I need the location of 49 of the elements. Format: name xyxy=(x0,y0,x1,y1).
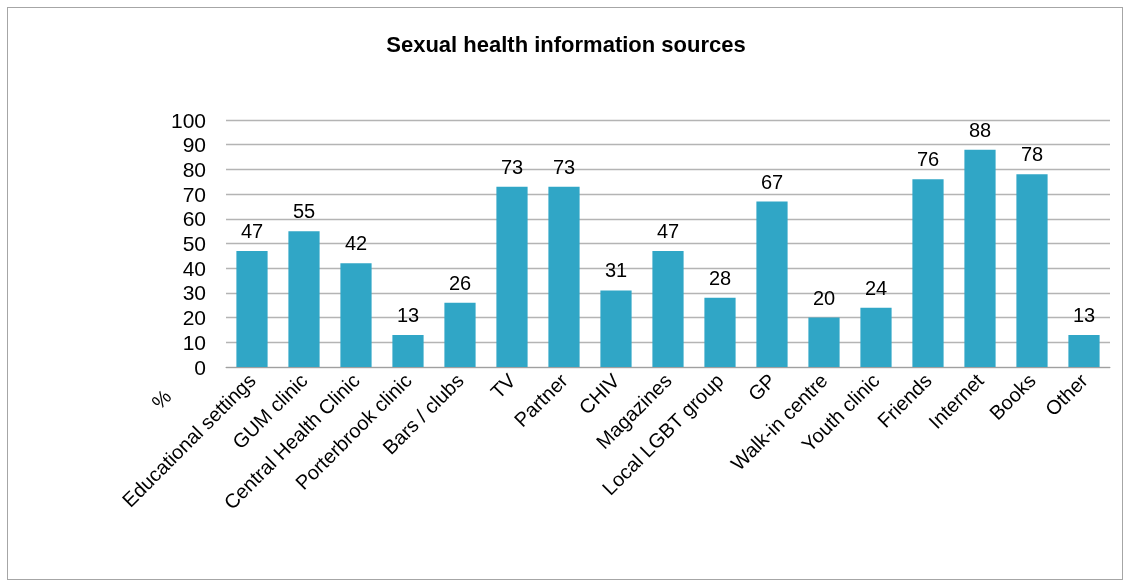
data-label: 76 xyxy=(916,148,940,171)
data-label: 47 xyxy=(656,219,680,242)
data-label: 88 xyxy=(968,118,992,141)
data-label: 47 xyxy=(240,219,264,242)
bar xyxy=(756,201,788,367)
bar xyxy=(652,250,684,367)
y-tick-label: 90 xyxy=(182,133,206,157)
bar xyxy=(444,302,476,367)
y-tick-label: 80 xyxy=(182,157,206,181)
data-label: 67 xyxy=(760,170,784,193)
y-tick-label: 10 xyxy=(182,330,206,354)
bar xyxy=(1016,174,1048,367)
data-label: 24 xyxy=(864,276,888,299)
x-tick-label: TV xyxy=(486,368,521,403)
bar xyxy=(288,231,320,367)
bar xyxy=(236,250,268,367)
bar xyxy=(600,290,632,367)
bar xyxy=(860,307,892,367)
y-tick-label: 100 xyxy=(170,108,206,132)
data-label: 55 xyxy=(292,200,316,223)
y-tick-label: 60 xyxy=(182,207,206,231)
y-tick-label: 40 xyxy=(182,256,206,280)
y-tick-label: 30 xyxy=(182,281,206,305)
y-tick-label: 50 xyxy=(182,232,206,255)
data-label: 20 xyxy=(812,286,836,309)
data-label: 13 xyxy=(396,303,420,326)
data-label: 13 xyxy=(1072,303,1096,326)
data-label: 42 xyxy=(344,232,368,255)
bar xyxy=(496,186,528,367)
data-label: 78 xyxy=(1020,143,1044,166)
data-label: 73 xyxy=(500,155,524,178)
bar xyxy=(548,186,580,367)
x-tick-label: GP xyxy=(743,369,780,406)
bar xyxy=(340,263,372,367)
data-label: 73 xyxy=(552,155,576,178)
bar xyxy=(392,334,424,367)
y-tick-label: 0 xyxy=(194,355,206,379)
bar xyxy=(912,179,944,367)
chart-title: Sexual health information sources xyxy=(386,31,746,57)
bar xyxy=(704,297,736,367)
bar xyxy=(808,317,840,367)
y-axis-title: % xyxy=(147,385,176,414)
y-tick-label: 70 xyxy=(182,182,206,206)
data-label: 26 xyxy=(448,271,472,294)
bar xyxy=(1068,334,1100,367)
data-label: 31 xyxy=(604,259,628,282)
bar xyxy=(964,149,996,367)
data-label: 28 xyxy=(708,266,732,289)
y-tick-label: 20 xyxy=(182,306,206,330)
